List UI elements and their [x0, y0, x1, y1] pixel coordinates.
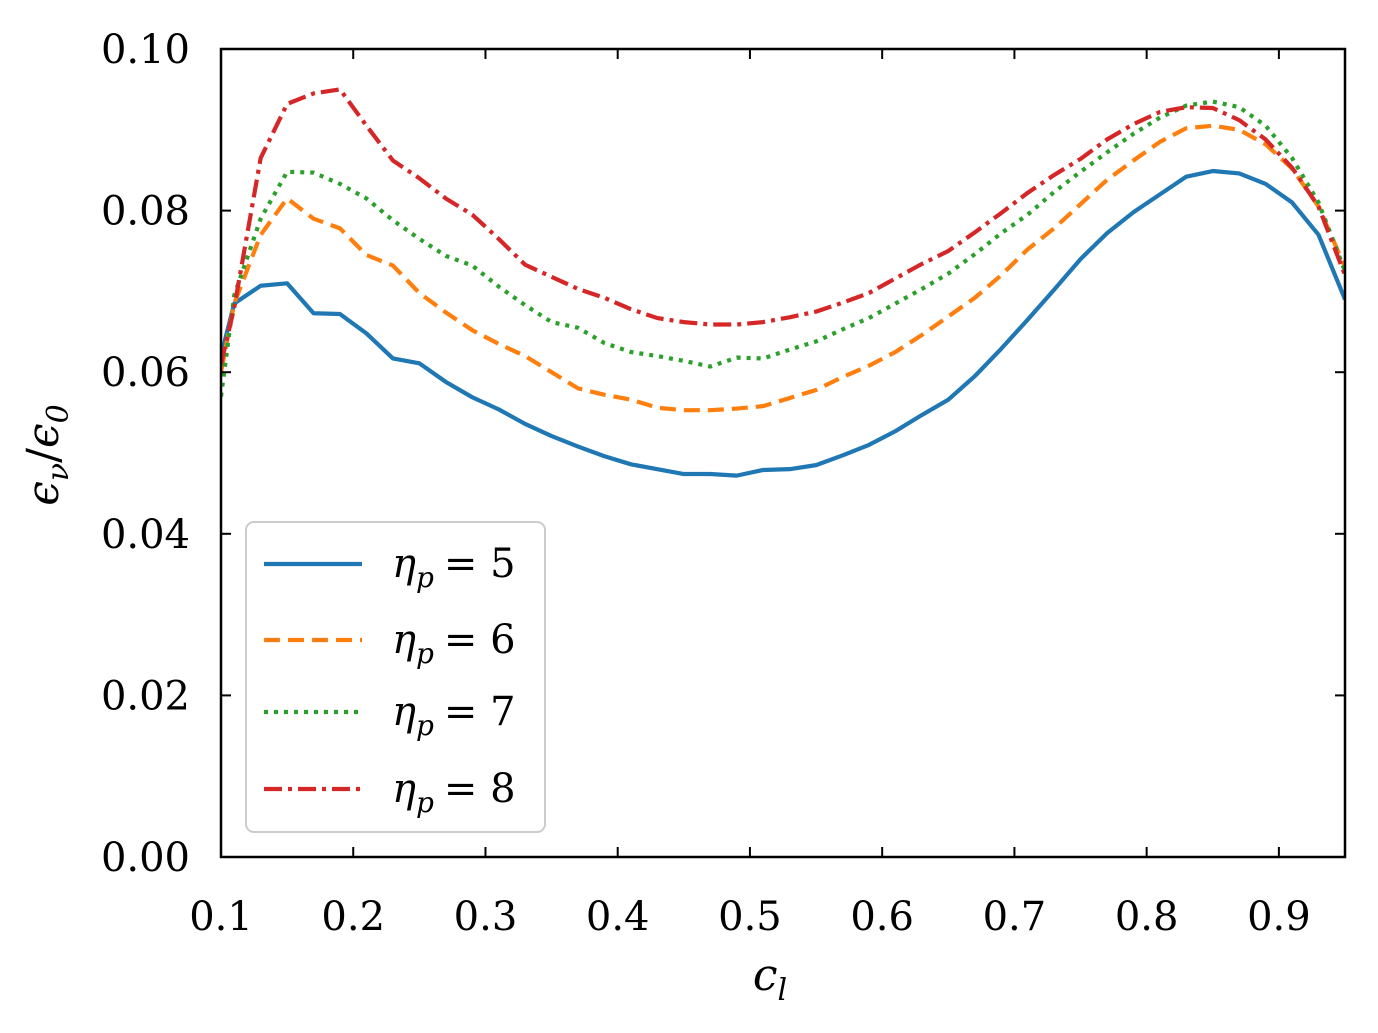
y-axis-label-b: ϵ	[18, 423, 69, 448]
y-tick-label: 0.00	[101, 835, 190, 881]
x-tick-label: 0.8	[1115, 894, 1179, 940]
y-axis-label-b-sub: 0	[41, 404, 76, 423]
y-tick-label: 0.08	[101, 189, 190, 235]
y-axis-label-slash: /	[18, 448, 69, 463]
x-axis-label-sub: l	[778, 973, 788, 1008]
x-tick-label: 0.5	[718, 894, 782, 940]
y-tick-label: 0.04	[101, 512, 190, 558]
series-line-3	[221, 99, 1345, 397]
x-tick-label: 0.6	[850, 894, 914, 940]
x-tick-label: 0.4	[586, 894, 650, 940]
x-tick-label: 0.7	[983, 894, 1047, 940]
legend-label-2: ηp = 6	[392, 617, 516, 670]
legend: ηp = 5 ηp = 6 ηp = 7 ηp = 8	[245, 521, 546, 833]
y-tick-label: 0.10	[101, 27, 190, 73]
x-axis-label: cl	[753, 950, 787, 1008]
legend-label-1: ηp = 5	[392, 541, 516, 594]
series-line-2	[221, 123, 1345, 413]
x-tick-label: 0.9	[1247, 894, 1311, 940]
y-axis-label-a: ϵ	[18, 481, 69, 506]
plot-frame	[219, 47, 1347, 859]
y-tick-label: 0.06	[101, 350, 190, 396]
y-axis-label-a-sub: ν	[41, 463, 76, 481]
y-tick-label: 0.02	[101, 673, 190, 719]
legend-label-4: ηp = 8	[392, 766, 516, 819]
series-line-1	[221, 168, 1345, 478]
x-tick-label: 0.1	[189, 894, 253, 940]
x-axis-label-main: c	[753, 950, 778, 1001]
x-tick-label: 0.2	[321, 894, 385, 940]
x-tick-label: 0.3	[454, 894, 518, 940]
series-line-4	[221, 87, 1345, 365]
y-axis-label: ϵν/ϵ0	[18, 404, 76, 505]
legend-frame	[245, 521, 546, 833]
ticks-layer: 0.1 0.2 0.3 0.4 0.5 0.6 0.7 0.8 0.9 0.00 0.02 0.04 0…	[101, 27, 1345, 940]
legend-label-3: ηp = 7	[392, 689, 516, 742]
series-layer	[221, 87, 1345, 478]
